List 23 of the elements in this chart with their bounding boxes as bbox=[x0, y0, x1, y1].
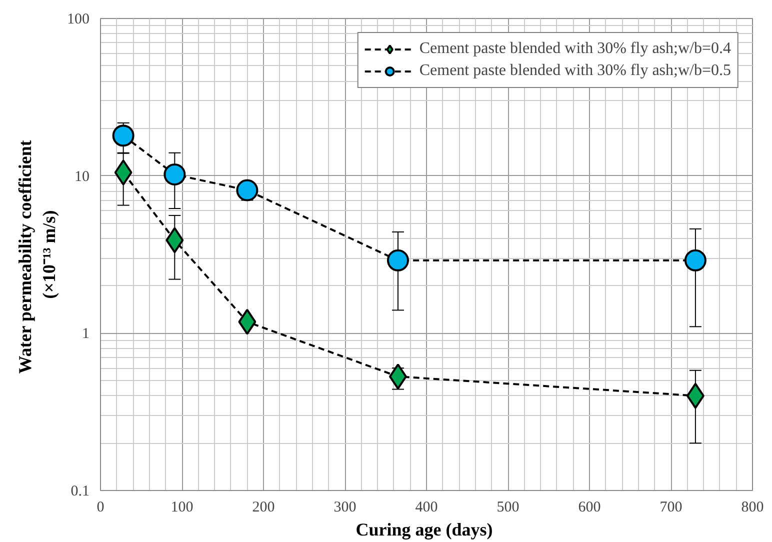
point bbox=[386, 249, 409, 272]
point bbox=[114, 160, 132, 186]
x-tick-label: 100 bbox=[170, 500, 194, 516]
y-tick-label: 10 bbox=[74, 168, 90, 185]
y-tick-label: 1 bbox=[82, 326, 90, 342]
y-tick-label: 100 bbox=[67, 12, 90, 28]
x-axis-title: Curing age (days) bbox=[356, 520, 493, 540]
y-tick-label: 0.1 bbox=[70, 484, 90, 500]
point bbox=[684, 249, 706, 272]
x-tick-label: 500 bbox=[496, 500, 520, 516]
x-tick-label: 200 bbox=[252, 500, 275, 516]
x-tick-label: 600 bbox=[578, 500, 601, 516]
x-tick-label: 300 bbox=[334, 500, 356, 516]
legend-label: Cement paste blended with 30% fly ash;w/b=0.5 bbox=[419, 62, 731, 80]
legend-label: Cement paste blended with 30% fly ash;w/b=0.4 bbox=[419, 40, 731, 58]
point bbox=[164, 164, 186, 186]
point bbox=[112, 124, 134, 147]
point bbox=[236, 179, 258, 202]
x-tick-label: 700 bbox=[660, 500, 682, 516]
x-tick-label: 800 bbox=[741, 500, 764, 516]
y-axis-title: Water permeability coefficient (×10⁻¹³ m/s) bbox=[15, 140, 59, 374]
x-tick-label: 0 bbox=[96, 500, 104, 516]
x-tick-label: 400 bbox=[415, 500, 438, 516]
